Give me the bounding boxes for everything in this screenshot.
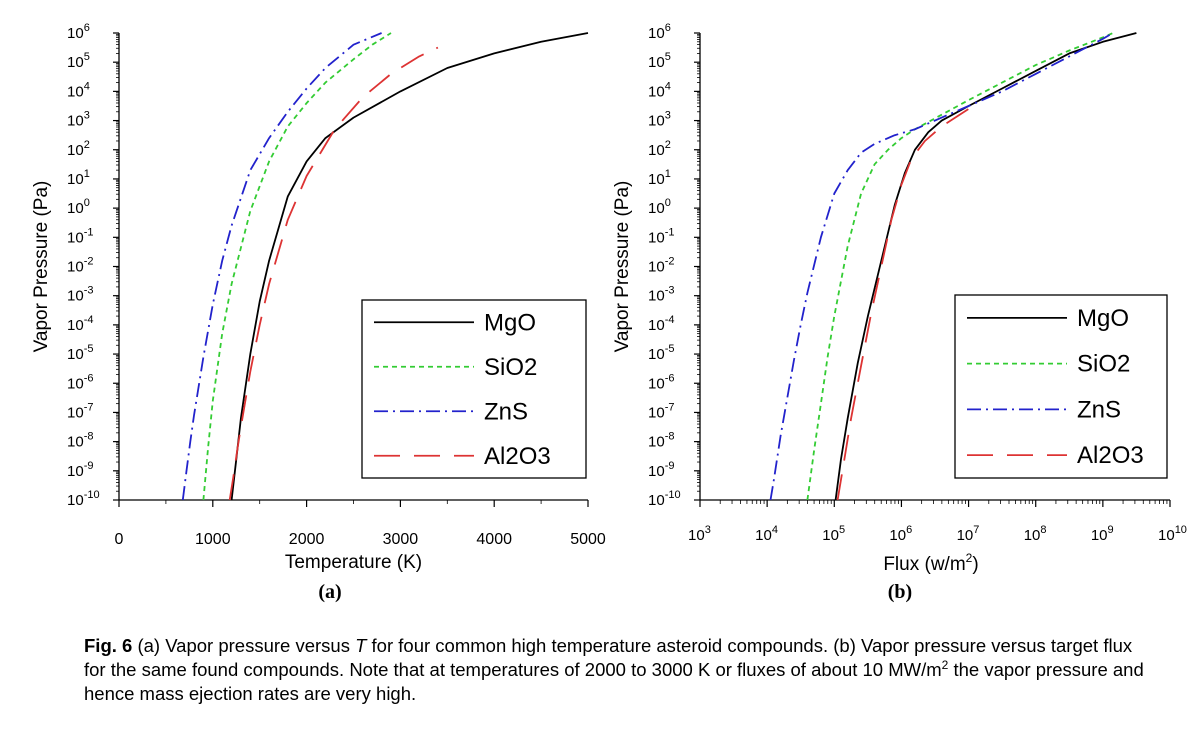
y-tick-label: 10-10 (648, 489, 681, 509)
x-tick-label: 106 (889, 524, 912, 544)
series-line-zns (181, 32, 382, 501)
y-tick-label: 100 (67, 197, 90, 217)
y-tick-label: 10-2 (648, 256, 674, 276)
x-tick-label: 5000 (570, 531, 606, 548)
y-tick-label: 10-9 (67, 460, 93, 480)
legend-label: Al2O3 (1077, 442, 1144, 469)
series-line-mgo (834, 32, 1137, 501)
y-tick-label: 10-5 (67, 343, 93, 363)
y-tick-label: 10-2 (67, 256, 93, 276)
x-tick-label: 3000 (383, 531, 419, 548)
x-tick-label: 105 (822, 524, 845, 544)
y-tick-label: 10-7 (67, 401, 93, 421)
x-tick-label: 104 (755, 524, 778, 544)
y-tick-label: 10-6 (67, 372, 93, 392)
x-tick-label: 0 (115, 531, 124, 548)
caption-fig-label: Fig. 6 (84, 635, 133, 656)
series-line-sio2 (202, 32, 392, 501)
y-tick-label: 103 (648, 110, 671, 130)
y-tick-label: 102 (67, 139, 90, 159)
y-tick-label: 104 (67, 80, 90, 100)
legend-label: SiO2 (1077, 351, 1130, 378)
caption-text-3: the vapor pressure and hence mass ejecti… (84, 659, 1144, 704)
x-tick-label: 103 (688, 524, 711, 544)
y-tick-label: 10-4 (67, 314, 93, 334)
series-line-al2o3 (228, 46, 439, 501)
y-tick-label: 104 (648, 80, 671, 100)
y-axis-label: Vapor Pressure (Pa) (612, 181, 633, 353)
x-axis-label: Flux (w/m2) (883, 551, 978, 575)
legend-box (361, 299, 587, 479)
y-tick-label: 10-8 (67, 431, 93, 451)
y-tick-label: 105 (67, 51, 90, 71)
series-line-sio2 (806, 32, 1114, 501)
legend-label: SiO2 (484, 354, 537, 381)
figure: 10-1010-910-810-710-610-510-410-310-210-… (31, 22, 1187, 603)
y-tick-label: 10-9 (648, 460, 674, 480)
x-tick-label: 109 (1091, 524, 1114, 544)
panel-label: (b) (888, 581, 912, 603)
y-tick-label: 10-6 (648, 372, 674, 392)
y-tick-label: 105 (648, 51, 671, 71)
caption-text-2: for four common high temperature asteroi… (84, 635, 1133, 680)
x-tick-label: 2000 (289, 531, 325, 548)
y-tick-label: 10-1 (648, 226, 674, 246)
chart-panel-a: 10-1010-910-810-710-610-510-410-310-210-… (31, 22, 606, 603)
x-tick-label: 1000 (195, 531, 231, 548)
y-axis-label: Vapor Pressure (Pa) (31, 181, 52, 353)
x-tick-label: 107 (957, 524, 980, 544)
y-tick-label: 102 (648, 139, 671, 159)
x-tick-label: 1010 (1158, 524, 1187, 544)
series-line-al2o3 (836, 108, 970, 501)
y-tick-label: 10-8 (648, 431, 674, 451)
legend-label: MgO (1077, 305, 1129, 332)
y-tick-label: 10-1 (67, 226, 93, 246)
figure-caption: Fig. 6 (a) Vapor pressure versus T for f… (84, 634, 1144, 706)
caption-italic-t: T (355, 635, 367, 656)
y-tick-label: 10-5 (648, 343, 674, 363)
y-tick-label: 106 (67, 22, 90, 42)
legend-box (954, 294, 1168, 479)
panel-label: (a) (318, 581, 341, 603)
series-line-mgo (230, 32, 589, 501)
y-tick-label: 10-10 (67, 489, 100, 509)
x-tick-label: 4000 (476, 531, 512, 548)
y-tick-label: 10-4 (648, 314, 674, 334)
y-tick-label: 10-3 (67, 285, 93, 305)
y-tick-label: 10-7 (648, 401, 674, 421)
x-tick-label: 108 (1024, 524, 1047, 544)
y-tick-label: 101 (67, 168, 90, 188)
caption-text-1: (a) Vapor pressure versus (132, 635, 356, 656)
y-tick-label: 101 (648, 168, 671, 188)
legend-label: ZnS (484, 398, 528, 425)
y-tick-label: 103 (67, 110, 90, 130)
chart-panel-b: 10-10 10-9 10-8 10-7 10-6 10-5 10-4 10-3 10-2 10-… (612, 22, 1187, 603)
series-line-zns (769, 32, 1114, 501)
x-axis-label: Temperature (K) (285, 552, 422, 573)
legend-label: MgO (484, 309, 536, 336)
caption-superscript: 2 (941, 657, 949, 672)
y-tick-label: 106 (648, 22, 671, 42)
legend-label: Al2O3 (484, 443, 551, 470)
y-tick-label: 10-3 (648, 285, 674, 305)
legend-label: ZnS (1077, 396, 1121, 423)
y-tick-label: 100 (648, 197, 671, 217)
